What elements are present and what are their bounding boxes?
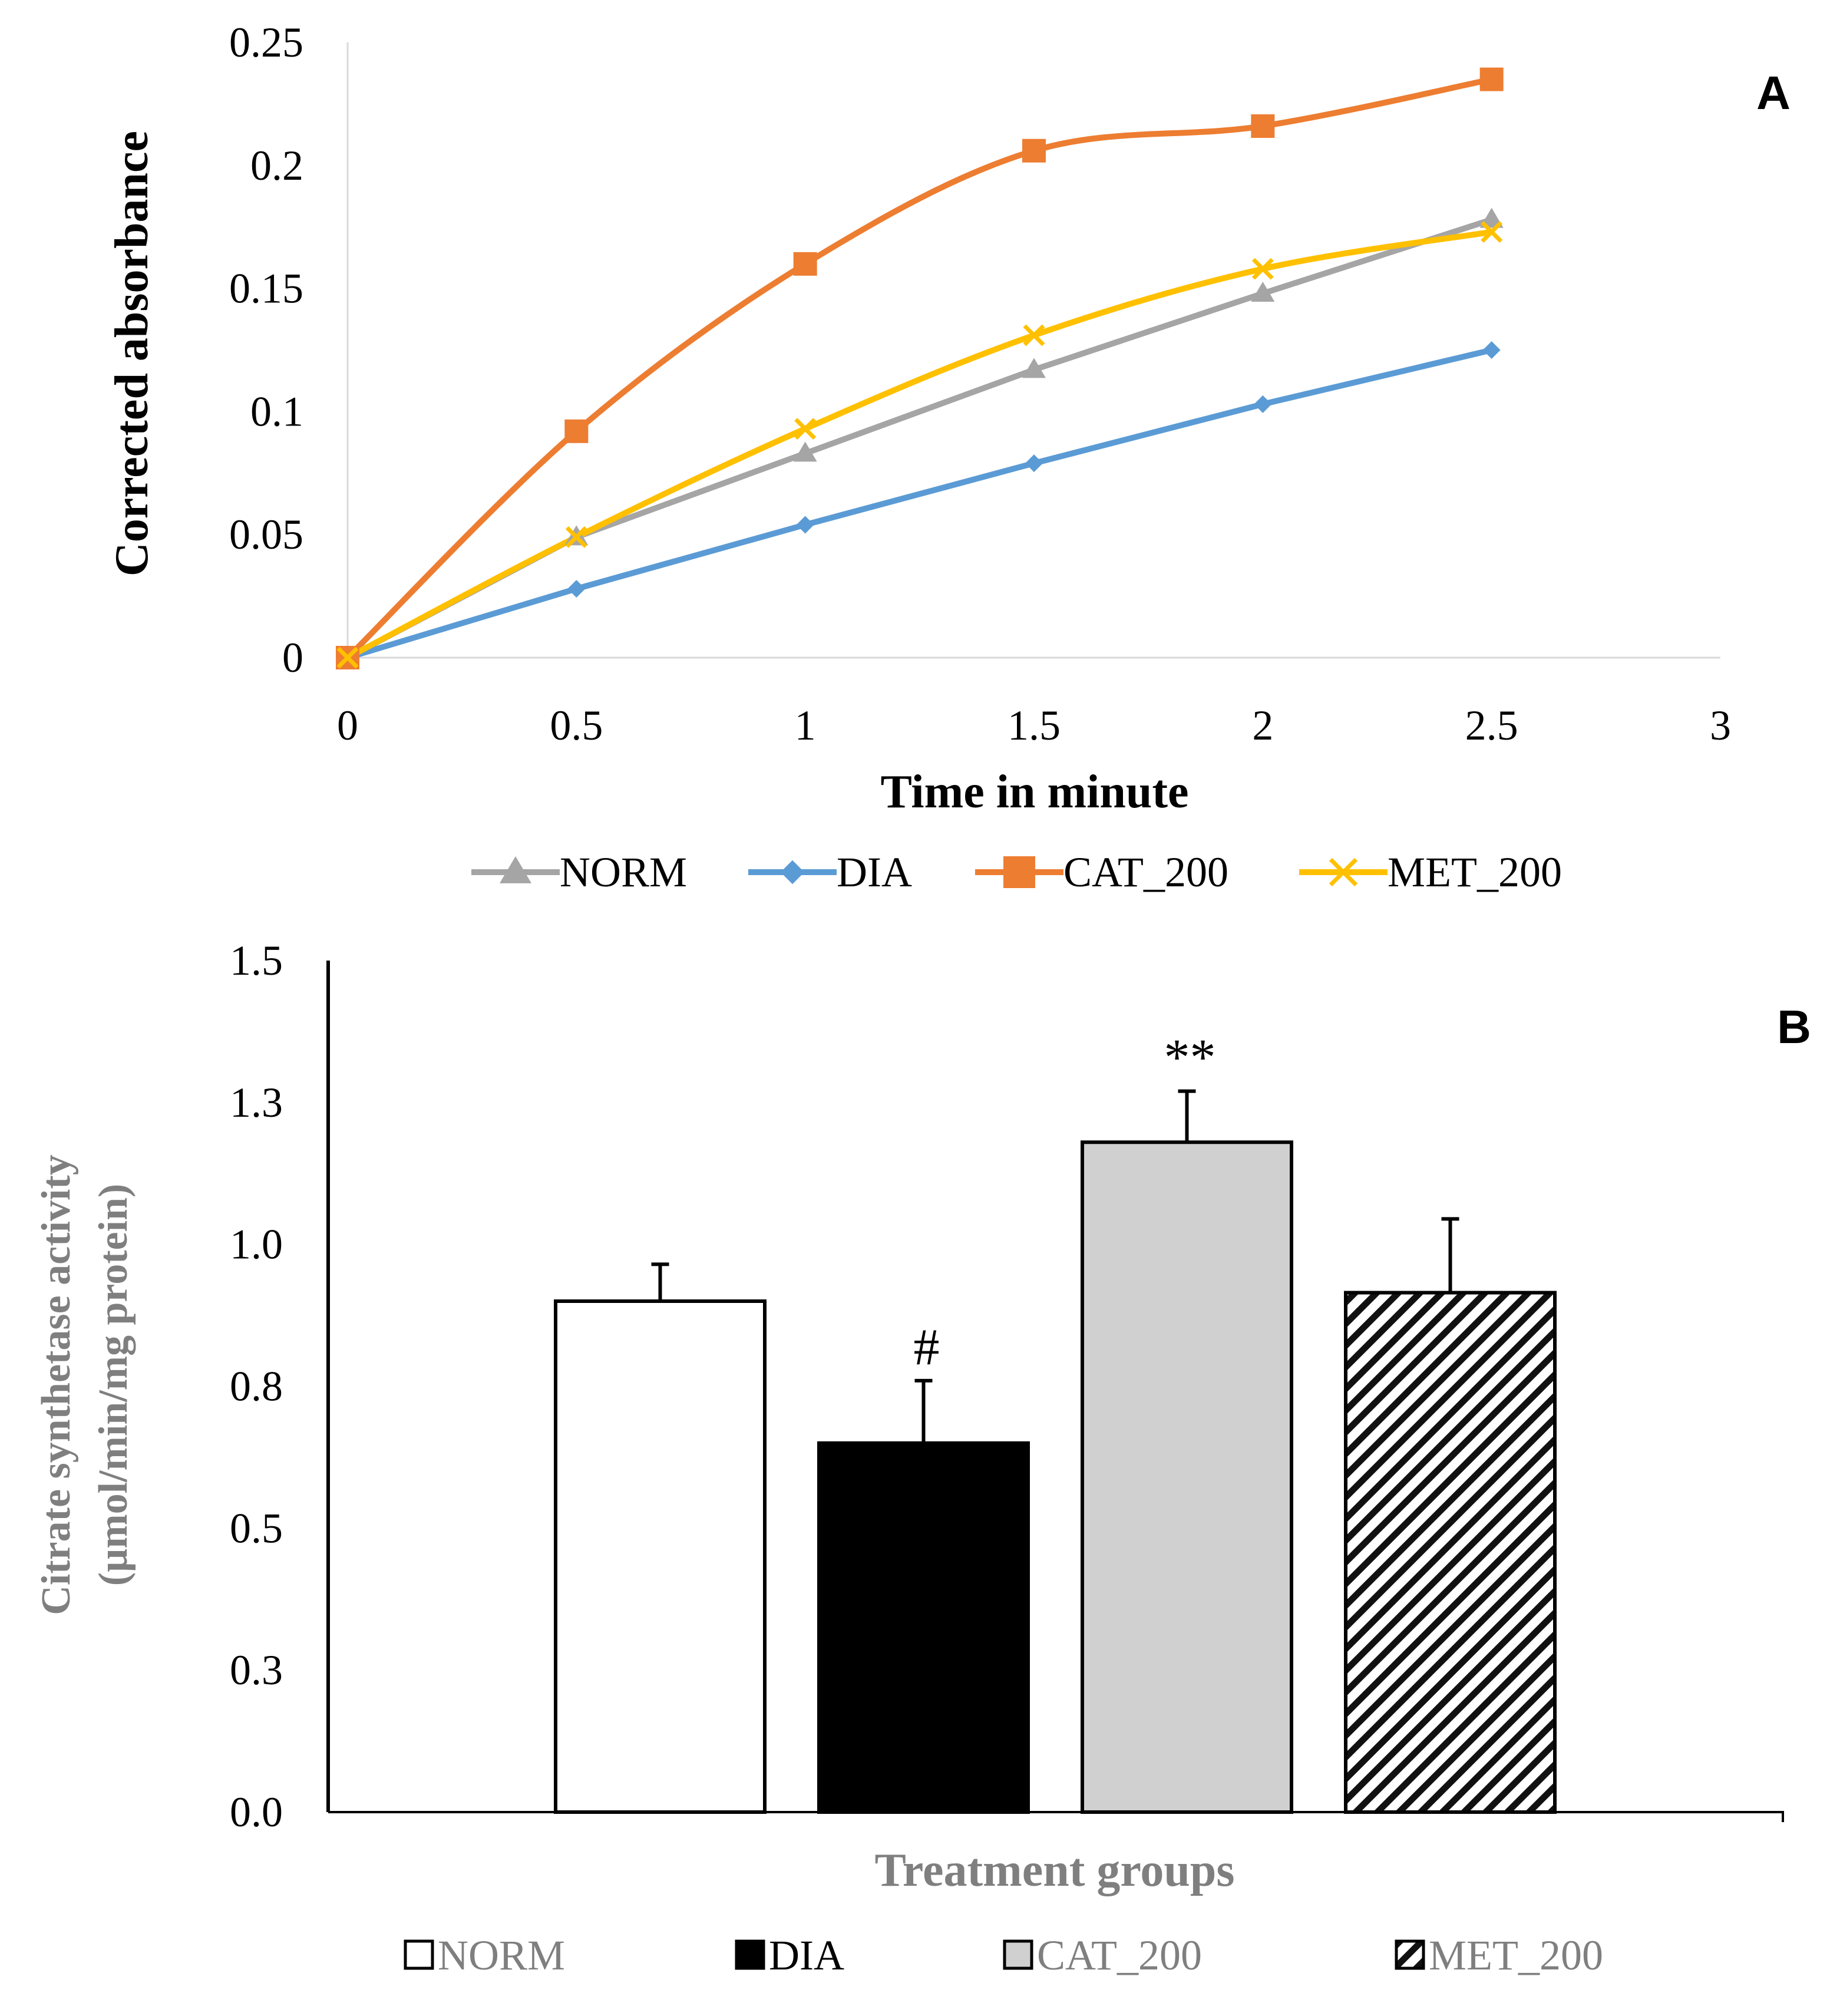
panel-b-error-bars xyxy=(651,1089,1459,1443)
panel-a-y-tick-0-1: 0.1 xyxy=(250,388,303,435)
series-line-norm xyxy=(345,216,1495,661)
panel-a-y-tick-labels: 0 0.05 0.1 0.15 0.2 0.25 xyxy=(229,19,303,681)
legend-label-met-200: MET_200 xyxy=(1429,1932,1603,1979)
point-dia-5 xyxy=(1482,341,1501,359)
panel-a-x-tick-2: 2 xyxy=(1252,702,1273,749)
point-norm-5 xyxy=(1479,207,1504,228)
legend-marker-met-200 xyxy=(1329,857,1358,887)
bar-cat-200 xyxy=(1081,1140,1293,1814)
point-dia-2 xyxy=(796,516,814,534)
point-dia-4 xyxy=(1254,395,1272,413)
series-line-met-200 xyxy=(345,229,1495,661)
panel-a-x-tick-1-5: 1.5 xyxy=(1008,702,1061,749)
panel-a-x-tick-0-5: 0.5 xyxy=(550,702,603,749)
panel-b-y-tick-labels: 0.0 0.3 0.5 0.8 1.0 1.3 1.5 xyxy=(230,937,283,1836)
panel-b-y-tick-1-3: 1.3 xyxy=(230,1079,283,1126)
legend-swatch-dia xyxy=(735,1939,765,1970)
point-norm-4 xyxy=(1251,281,1275,302)
panel-a-legend: NORM DIA CAT_200 MET_200 xyxy=(471,849,1562,896)
point-cat-200-2 xyxy=(793,252,817,276)
point-norm-3 xyxy=(1022,358,1046,378)
series-line-dia xyxy=(345,347,1495,661)
panel-a-y-tick-0-15: 0.15 xyxy=(229,265,303,312)
panel-a-x-tick-labels: 0 0.5 1 1.5 2 2.5 3 xyxy=(337,702,1731,749)
point-dia-1 xyxy=(567,580,586,598)
panel-b-y-tick-0-3: 0.3 xyxy=(230,1647,283,1694)
legend-label-norm: NORM xyxy=(438,1932,565,1979)
point-dia-3 xyxy=(1025,454,1043,473)
point-cat-200-3 xyxy=(1022,138,1046,163)
panel-b-y-tick-0-8: 0.8 xyxy=(230,1363,283,1410)
legend-swatch-norm xyxy=(404,1939,434,1970)
panel-a-letter: A xyxy=(1756,67,1791,119)
legend-label-dia: DIA xyxy=(837,849,912,896)
panel-b-x-axis-title: Treatment groups xyxy=(874,1845,1234,1896)
legend-label-norm: NORM xyxy=(560,849,687,896)
legend-swatch-met-200 xyxy=(1395,1939,1425,1970)
point-cat-200-5 xyxy=(1479,67,1504,91)
panel-b-significance-marks: # ** xyxy=(914,1030,1216,1376)
point-cat-200-1 xyxy=(564,419,589,443)
legend-label-cat-200: CAT_200 xyxy=(1063,849,1228,896)
panel-a-y-tick-0-25: 0.25 xyxy=(229,19,303,66)
legend-label-met-200: MET_200 xyxy=(1388,849,1562,896)
bar-norm xyxy=(554,1299,767,1814)
panel-a-series-markers xyxy=(336,67,1504,669)
legend-swatch-cat-200 xyxy=(1003,1939,1033,1970)
panel-b-letter: B xyxy=(1777,1001,1811,1053)
legend-marker-dia xyxy=(780,860,805,885)
panel-a-y-tick-0-05: 0.05 xyxy=(229,511,303,558)
panel-a-y-tick-0: 0 xyxy=(282,634,303,681)
panel-b-legend: NORM DIA CAT_200 MET_200 xyxy=(404,1932,1603,1979)
legend-marker-norm xyxy=(500,856,531,883)
panel-b-y-axis-title-line-1: Citrate synthetase activity xyxy=(34,1154,79,1615)
legend-label-dia: DIA xyxy=(769,1932,844,1979)
point-met-200-4 xyxy=(1251,258,1274,280)
significance-cat-200: ** xyxy=(1164,1030,1216,1087)
panel-b-y-tick-1-5: 1.5 xyxy=(230,937,283,984)
point-met-200-0 xyxy=(336,646,359,669)
series-line-cat-200 xyxy=(345,76,1495,661)
panel-a-y-tick-0-2: 0.2 xyxy=(250,142,303,189)
bar-dia xyxy=(817,1441,1030,1814)
panel-a-line-chart: A 0 0.05 0.1 0.15 0.2 0.25 0 0.5 1 1.5 2 2.5 3 Time… xyxy=(106,19,1791,896)
panel-a-x-axis-title: Time in minute xyxy=(880,766,1188,818)
panel-a-x-tick-1: 1 xyxy=(795,702,816,749)
panel-a-x-tick-0: 0 xyxy=(337,702,358,749)
legend-marker-cat-200 xyxy=(1003,856,1035,888)
panel-a-x-tick-3: 3 xyxy=(1710,702,1731,749)
bar-met-200 xyxy=(1344,1291,1557,1814)
panel-a-x-tick-2-5: 2.5 xyxy=(1465,702,1518,749)
panel-b-bars xyxy=(554,1140,1557,1814)
panel-a-y-axis-title: Corrected absorbance xyxy=(106,131,158,576)
significance-dia: # xyxy=(914,1319,940,1376)
panel-a-series-lines xyxy=(345,76,1495,661)
legend-label-cat-200: CAT_200 xyxy=(1037,1932,1202,1979)
panel-b-y-axis-title-line-2: (µmol/min/mg protein) xyxy=(91,1184,136,1586)
point-cat-200-4 xyxy=(1251,114,1275,138)
point-met-200-2 xyxy=(794,418,817,440)
panel-b-bar-chart: B 0.0 0.3 0.5 0.8 1.0 1.3 1.5 # ** Treatment gr… xyxy=(34,937,1811,1979)
point-met-200-1 xyxy=(565,526,587,548)
point-norm-2 xyxy=(793,441,817,462)
point-met-200-5 xyxy=(1481,221,1503,243)
panel-b-y-tick-1-0: 1.0 xyxy=(230,1221,283,1268)
point-met-200-3 xyxy=(1023,324,1045,347)
panel-b-y-tick-0-0: 0.0 xyxy=(230,1789,283,1836)
panel-b-y-tick-0-5: 0.5 xyxy=(230,1504,283,1552)
